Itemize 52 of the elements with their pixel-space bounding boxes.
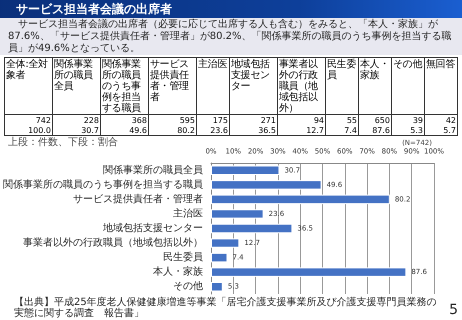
text: 30.7 [52, 125, 100, 136]
text: 49.6 [100, 125, 148, 136]
y-tick-label: 民生委員 [163, 251, 203, 264]
text: 【出典】平成25年度老人保健健康増進等事業「居宅介護支援事業所及び介護支援専門員業務の実態に関する調査 報告書」 [14, 297, 438, 319]
y-tick-label: 事業者以外の行政職員（地域包括以外） [23, 236, 203, 249]
text: 民生委員 [326, 58, 358, 114]
text: 5.3 [392, 125, 424, 136]
text: 175 [196, 114, 230, 125]
bar [211, 166, 280, 176]
y-tick-label: 関係事業所の職員全員 [103, 164, 203, 176]
text: 55 [326, 114, 358, 125]
bar [211, 282, 223, 292]
text: 無回答 [424, 58, 458, 114]
y-tick-label: 関係事業所の職員のうち事例を担当する職員 [3, 178, 203, 190]
text: 5 [449, 302, 458, 318]
y-tick-label: 本人・家族 [153, 266, 203, 278]
text: 事業者以外の行政職員（地域包括以外） [278, 58, 326, 114]
text: 39 [392, 114, 424, 125]
text: 地域包括支援センター [230, 58, 278, 114]
bar [211, 238, 240, 248]
text: 上段：件数、下段：割合 [8, 137, 118, 148]
y-tick-label: その他 [173, 280, 203, 292]
text: 5.7 [424, 125, 458, 136]
text: 全体:全対象者 [4, 58, 52, 114]
text: 87.6 [358, 125, 392, 136]
y-tick-label: サービス提供責任者・管理者 [73, 192, 203, 205]
y-tick-label: 主治医 [173, 207, 203, 220]
bar [211, 180, 322, 190]
text: 本人・家族 [358, 58, 392, 114]
text: 42 [424, 114, 458, 125]
chart-subtitle: サービス担当者会議の出席者（必要に応じて出席する人も含む）をみると、「本人・家族」が87.6%、「サービス提供責任者・管理者」が80.2%、「関係事業所の職員のうち事例を担当する職員」が49.6%となっている。 [0, 18, 462, 55]
bar [211, 267, 406, 277]
bar [211, 252, 228, 262]
text: 100.0 [4, 125, 52, 136]
text: その他 [392, 58, 424, 114]
bar [211, 209, 264, 219]
text: 80.2 [148, 125, 196, 136]
text: 23.6 [196, 125, 230, 136]
text: 271 [230, 114, 278, 125]
text: 742 [4, 114, 52, 125]
text: 94 [278, 114, 326, 125]
text: 650 [358, 114, 392, 125]
text: サービス担当者会議の出席者 [16, 2, 172, 16]
text: 368 [100, 114, 148, 125]
text: 36.5 [230, 125, 278, 136]
bar [211, 194, 390, 204]
text: 7.4 [326, 125, 358, 136]
text: 228 [52, 114, 100, 125]
text: 595 [148, 114, 196, 125]
text: 12.7 [278, 125, 326, 136]
bar [211, 224, 292, 234]
y-tick-label: 地域包括支援センター [102, 222, 203, 234]
